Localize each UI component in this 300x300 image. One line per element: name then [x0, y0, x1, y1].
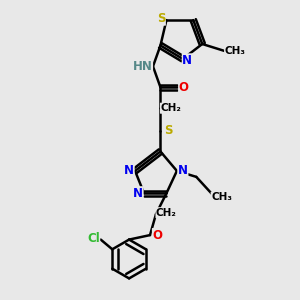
Text: Cl: Cl — [87, 232, 100, 244]
Text: N: N — [124, 164, 134, 177]
Text: CH₃: CH₃ — [211, 192, 232, 202]
Text: CH₂: CH₂ — [160, 103, 181, 113]
Text: N: N — [182, 54, 192, 67]
Text: O: O — [152, 229, 163, 242]
Text: S: S — [164, 124, 172, 137]
Text: N: N — [133, 187, 143, 200]
Text: O: O — [179, 81, 189, 94]
Text: CH₂: CH₂ — [156, 208, 177, 218]
Text: CH₃: CH₃ — [225, 46, 246, 56]
Text: HN: HN — [133, 60, 152, 73]
Text: N: N — [178, 164, 188, 177]
Text: S: S — [157, 12, 165, 25]
